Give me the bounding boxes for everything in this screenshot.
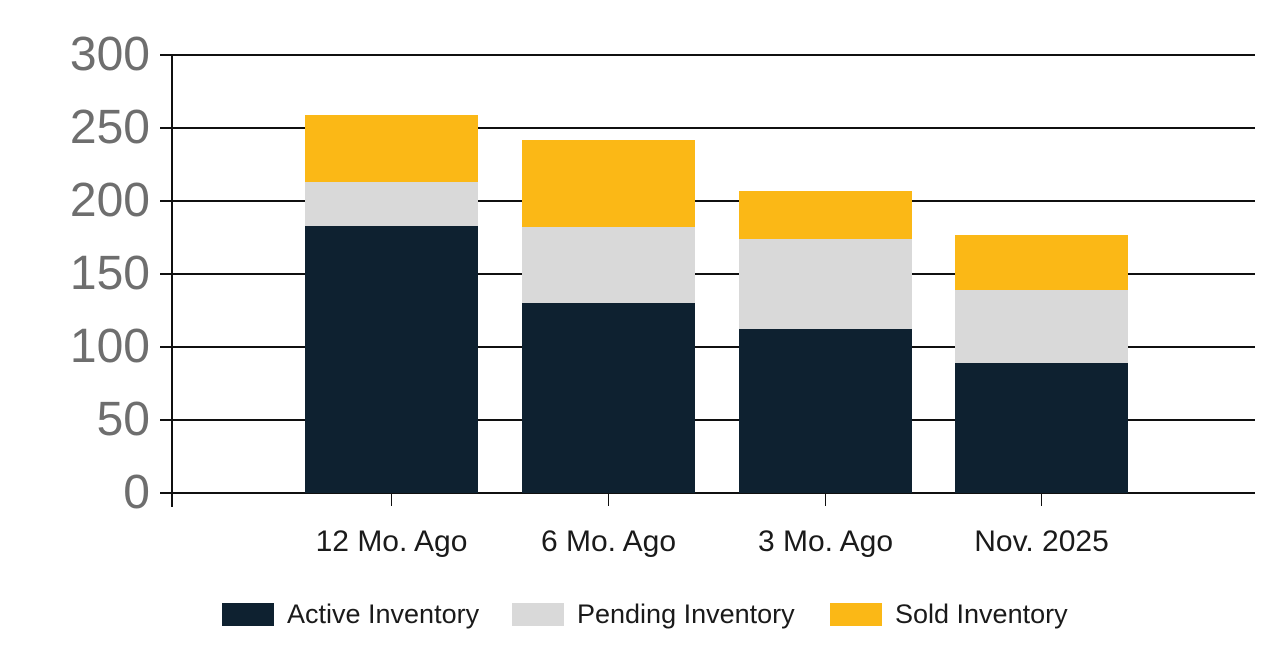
legend-item-active-inventory: Active Inventory bbox=[222, 600, 479, 629]
x-axis-label-6-mo-ago: 6 Mo. Ago bbox=[540, 525, 677, 558]
bar-12-mo-ago-pending-inventory bbox=[305, 182, 478, 226]
bar-nov-2025-pending-inventory bbox=[955, 290, 1128, 364]
legend-item-sold-inventory: Sold Inventory bbox=[830, 600, 1068, 629]
y-axis-label: 300 bbox=[69, 28, 150, 81]
bar-3-mo-ago-pending-inventory bbox=[739, 238, 912, 330]
bar-6-mo-ago-active-inventory bbox=[522, 303, 695, 493]
legend-swatch-sold-inventory bbox=[830, 603, 882, 626]
gridline bbox=[160, 346, 1255, 348]
x-axis-label-12-mo-ago: 12 Mo. Ago bbox=[315, 525, 468, 558]
x-axis-label-nov-2025: Nov. 2025 bbox=[974, 525, 1109, 558]
y-axis-label: 150 bbox=[69, 247, 150, 300]
y-axis-label: 200 bbox=[69, 174, 150, 227]
bar-12-mo-ago-sold-inventory bbox=[305, 114, 478, 183]
y-axis-line bbox=[171, 55, 173, 507]
bar-3-mo-ago-sold-inventory bbox=[739, 190, 912, 239]
x-axis-tick bbox=[1040, 493, 1043, 506]
legend-label: Active Inventory bbox=[287, 599, 480, 629]
legend-swatch-pending-inventory bbox=[512, 603, 564, 626]
legend-label: Pending Inventory bbox=[577, 599, 795, 629]
bar-nov-2025-active-inventory bbox=[955, 363, 1128, 493]
x-axis-label-3-mo-ago: 3 Mo. Ago bbox=[757, 525, 894, 558]
bar-3-mo-ago-active-inventory bbox=[739, 329, 912, 493]
bar-nov-2025-sold-inventory bbox=[955, 234, 1128, 291]
y-axis-label: 250 bbox=[69, 101, 150, 154]
x-axis-tick bbox=[390, 493, 393, 506]
gridline bbox=[160, 54, 1255, 56]
bar-12-mo-ago-active-inventory bbox=[305, 225, 478, 493]
y-axis-label: 0 bbox=[123, 466, 150, 519]
legend-label: Sold Inventory bbox=[895, 599, 1068, 629]
gridline bbox=[160, 419, 1255, 421]
legend-item-pending-inventory: Pending Inventory bbox=[512, 600, 795, 629]
gridline bbox=[160, 127, 1255, 129]
gridline bbox=[160, 200, 1255, 202]
bar-6-mo-ago-pending-inventory bbox=[522, 227, 695, 304]
gridline bbox=[160, 492, 1255, 494]
bar-6-mo-ago-sold-inventory bbox=[522, 139, 695, 228]
gridline bbox=[160, 273, 1255, 275]
y-axis-label: 50 bbox=[96, 393, 150, 446]
x-axis-tick bbox=[607, 493, 610, 506]
legend-swatch-active-inventory bbox=[222, 603, 274, 626]
y-axis-label: 100 bbox=[69, 320, 150, 373]
x-axis-tick bbox=[824, 493, 827, 506]
